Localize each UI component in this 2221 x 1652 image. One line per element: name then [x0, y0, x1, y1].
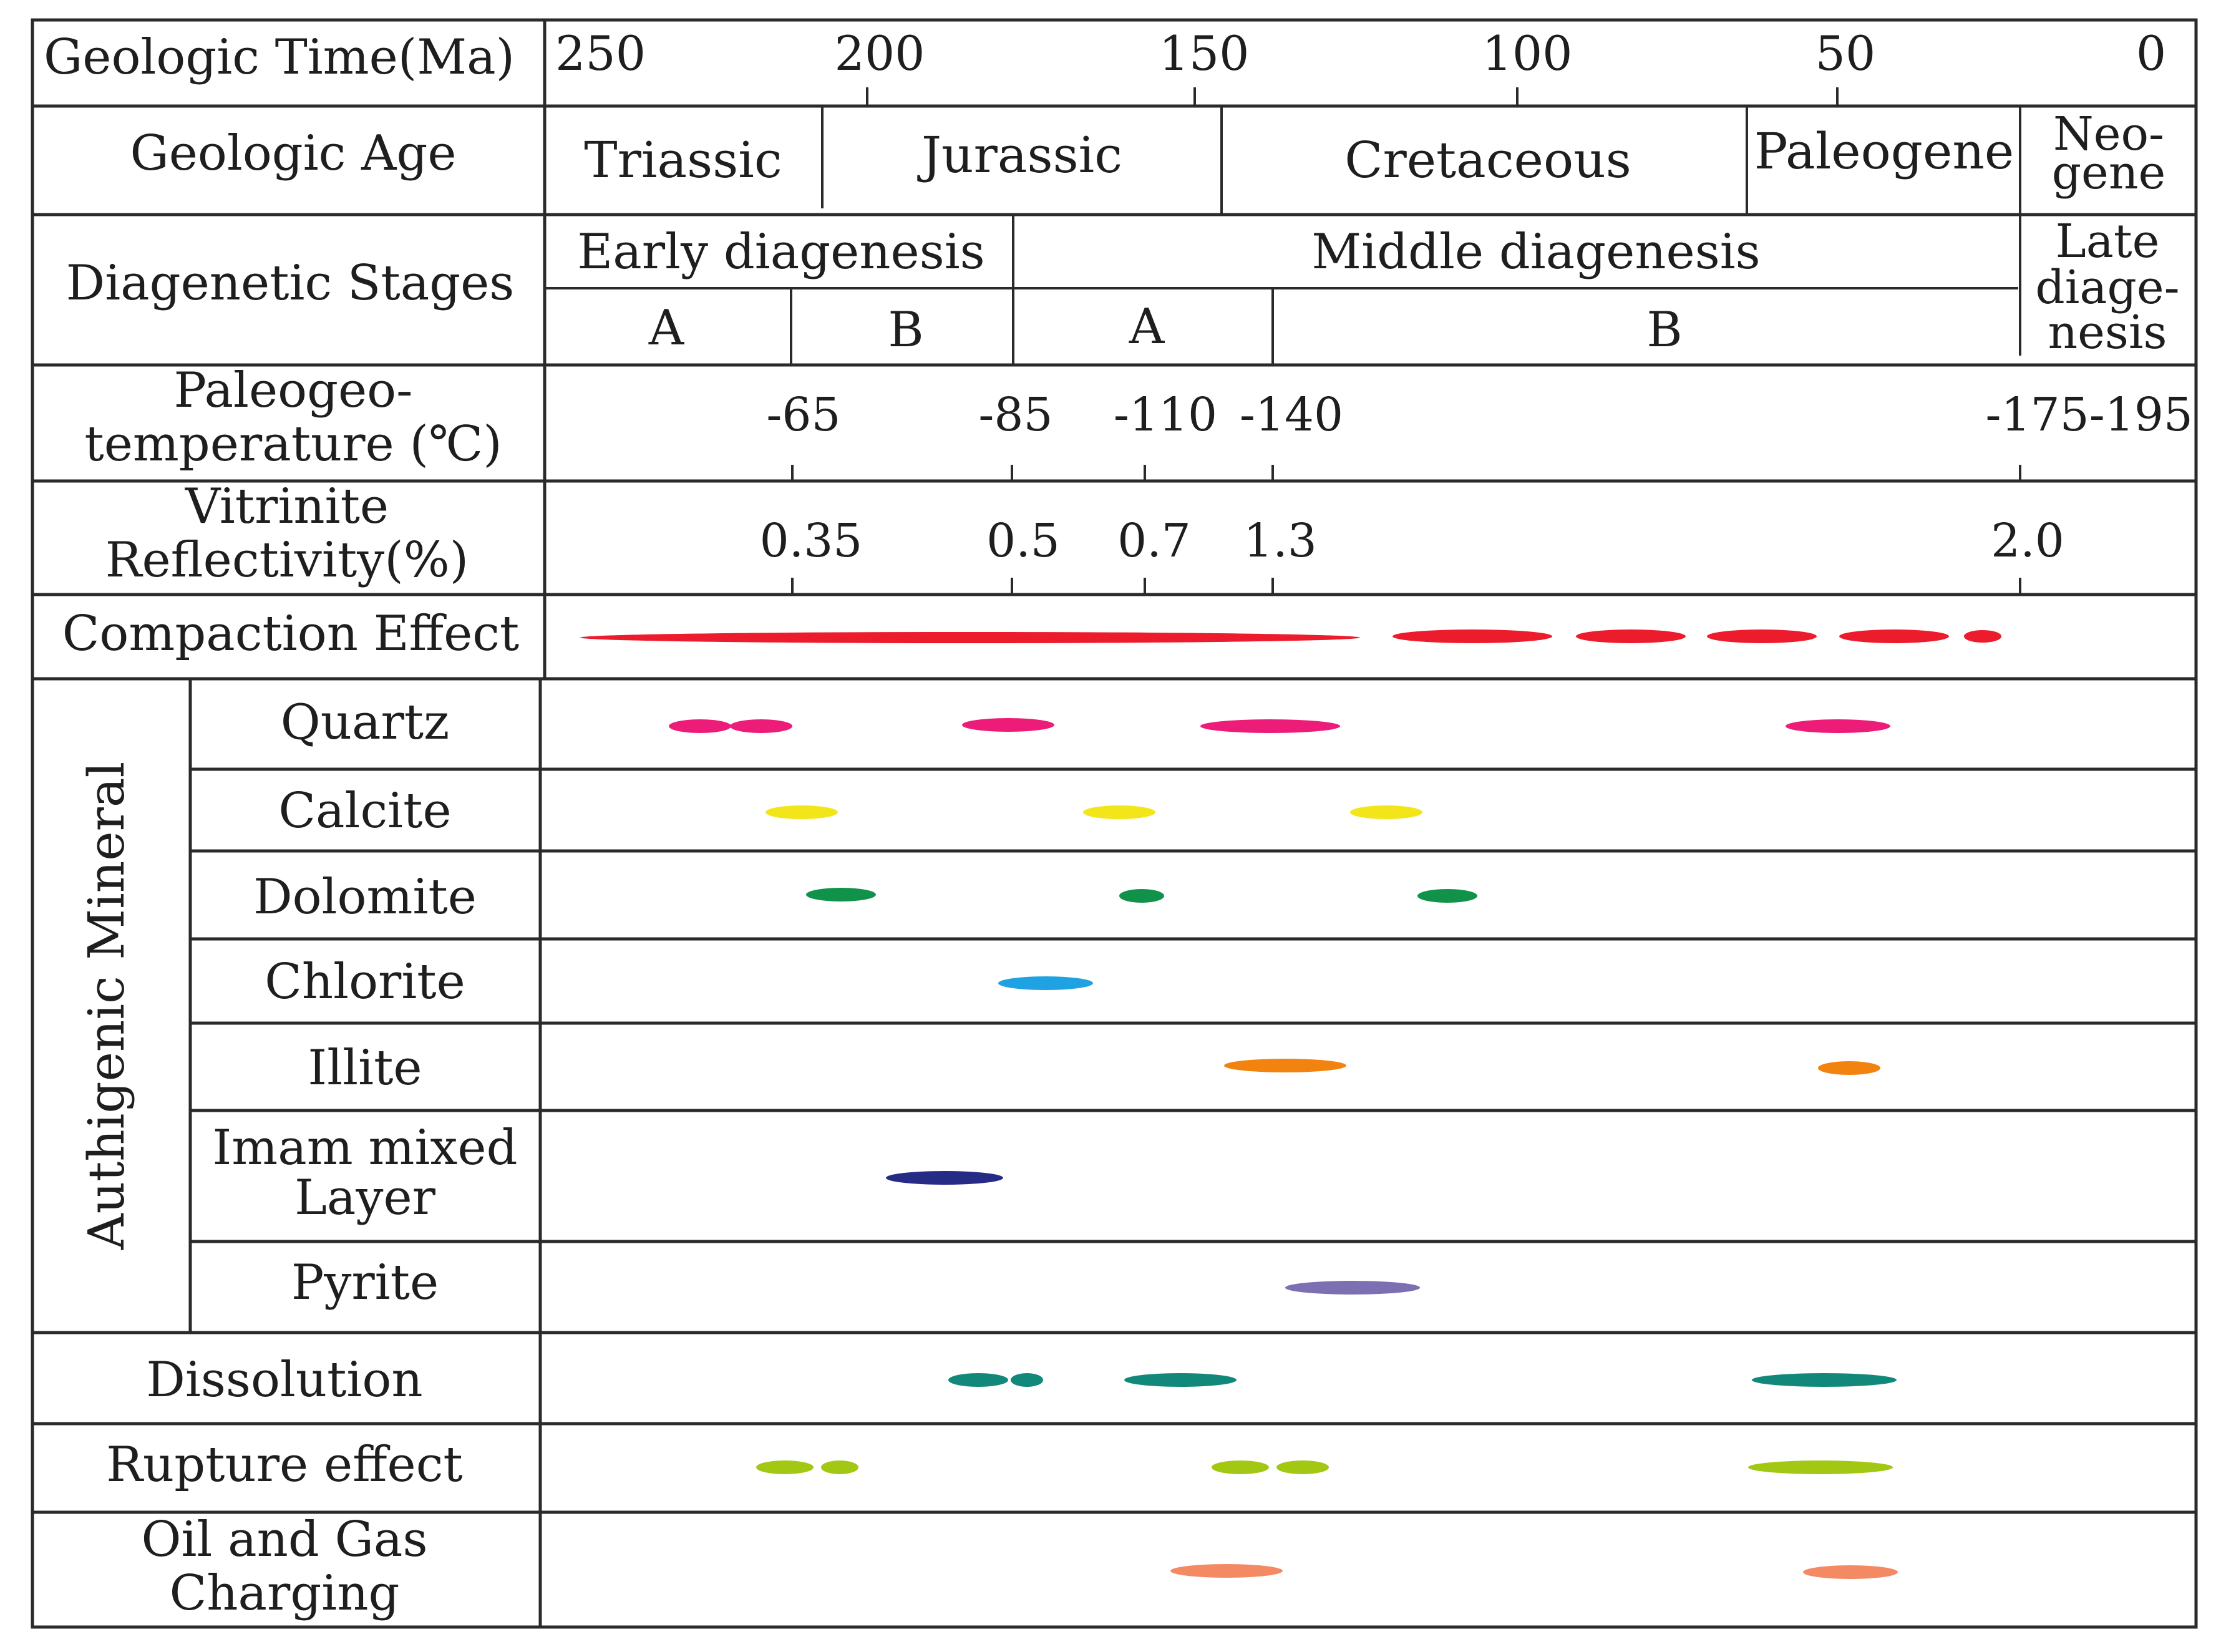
geologic-age-label: Geologic Age	[130, 125, 456, 182]
illite-mark-1	[1224, 1059, 1346, 1072]
dolomite-mark-3	[1417, 889, 1477, 903]
time-tick-200: 200	[834, 26, 925, 81]
rupture-mark-1	[756, 1460, 814, 1474]
age-jurassic: Jurassic	[917, 126, 1122, 184]
compaction-mark-3	[1576, 629, 1686, 643]
quartz-mark-1	[669, 719, 731, 733]
vitrinite-value-035: 0.35	[760, 514, 863, 568]
imam-mark-1	[886, 1171, 1003, 1185]
dissolution-label: Dissolution	[146, 1352, 422, 1408]
stage-early-b: B	[888, 302, 923, 358]
stage-late-line1: Late	[2056, 215, 2160, 268]
time-tick-50: 50	[1815, 26, 1876, 81]
paleotemp-value-175-195: -175-195	[1986, 388, 2194, 442]
dolomite-mark-2	[1119, 889, 1164, 903]
dissolution-mark-1	[948, 1373, 1008, 1387]
rupture-effect-label: Rupture effect	[106, 1437, 462, 1493]
stage-middle: Middle diagenesis	[1311, 224, 1760, 280]
pyrite-marks	[1285, 1281, 1420, 1295]
stage-early-a: A	[648, 300, 685, 356]
vitrinite-label-line1: Vitrinite	[185, 479, 389, 535]
geologic-time-label: Geologic Time(Ma)	[44, 29, 515, 85]
dolomite-marks	[806, 888, 1477, 903]
dolomite-mark-1	[806, 888, 876, 901]
calcite-marks	[765, 805, 1422, 819]
pyrite-mark-1	[1285, 1281, 1420, 1295]
vitrinite-value-07: 0.7	[1117, 514, 1191, 568]
dissolution-mark-2	[1011, 1373, 1043, 1387]
age-neogene-line1: Neo-	[2053, 107, 2164, 161]
paleotemp-value-65: -65	[766, 388, 840, 442]
quartz-mark-5	[1786, 719, 1890, 733]
illite-marks	[1224, 1059, 1880, 1075]
vitrinite-value-20: 2.0	[1991, 514, 2064, 568]
authigenic-mineral-label: Authigenic Mineral	[77, 762, 135, 1250]
dissolution-mark-3	[1124, 1373, 1237, 1387]
dissolution-marks	[948, 1373, 1897, 1387]
paleotemp-label-line2: temperature (℃)	[84, 416, 502, 472]
compaction-marks	[580, 629, 2001, 643]
dolomite-label: Dolomite	[253, 869, 477, 925]
chlorite-mark-1	[998, 976, 1093, 990]
quartz-mark-4	[1200, 719, 1340, 733]
compaction-mark-5	[1839, 629, 1949, 643]
vitrinite-value-05: 0.5	[986, 514, 1060, 568]
calcite-label: Calcite	[278, 783, 451, 839]
quartz-marks	[669, 718, 1890, 733]
table-grid	[31, 18, 2198, 1629]
age-cretaceous: Cretaceous	[1344, 131, 1631, 189]
chlorite-label: Chlorite	[265, 954, 465, 1010]
compaction-effect-label: Compaction Effect	[62, 606, 520, 662]
vitrinite-value-13: 1.3	[1243, 514, 1317, 568]
rupture-mark-2	[821, 1460, 858, 1474]
oil-gas-charging-label-line1: Oil and Gas	[142, 1512, 428, 1568]
rupture-mark-3	[1212, 1460, 1269, 1474]
imam-mixed-layer-label-line1: Imam mixed	[212, 1120, 517, 1176]
stage-late-line3: nesis	[2048, 306, 2167, 359]
time-tick-0: 0	[2136, 26, 2166, 81]
pyrite-label: Pyrite	[291, 1255, 439, 1311]
time-tick-100: 100	[1482, 26, 1572, 81]
rupture-mark-5	[1748, 1460, 1893, 1474]
compaction-mark-4	[1707, 629, 1817, 643]
stage-middle-b: B	[1646, 302, 1682, 358]
quartz-mark-2	[730, 719, 792, 733]
paleotemp-value-110: -110	[1114, 388, 1217, 442]
vitrinite-label-line2: Reflectivity(%)	[105, 532, 469, 588]
oil-gas-mark-2	[1803, 1565, 1898, 1579]
diagenetic-stages-label: Diagenetic Stages	[66, 255, 515, 311]
paleotemp-value-140: -140	[1240, 388, 1343, 442]
quartz-mark-3	[962, 718, 1054, 732]
time-tick-150: 150	[1159, 26, 1249, 81]
compaction-mark-1	[580, 632, 1360, 643]
imam-mixed-layer-label-line2: Layer	[294, 1170, 436, 1226]
rupture-mark-4	[1276, 1460, 1329, 1474]
oil-gas-charging-marks	[1170, 1564, 1898, 1579]
quartz-label: Quartz	[281, 694, 449, 751]
calcite-mark-2	[1083, 805, 1155, 819]
paleotemp-label-line1: Paleogeo-	[174, 362, 413, 419]
illite-mark-2	[1818, 1061, 1880, 1075]
age-paleogene: Paleogene	[1754, 122, 2014, 180]
age-triassic: Triassic	[584, 131, 782, 189]
stage-early: Early diagenesis	[577, 224, 984, 280]
stage-middle-a: A	[1129, 299, 1165, 355]
illite-label: Illite	[308, 1040, 422, 1096]
compaction-mark-2	[1392, 629, 1552, 643]
chlorite-marks	[998, 976, 1093, 990]
age-neogene-line2: gene	[2052, 146, 2166, 200]
dissolution-mark-4	[1752, 1373, 1897, 1387]
calcite-mark-3	[1350, 805, 1422, 819]
imam-mixed-layer-marks	[886, 1171, 1003, 1185]
oil-gas-mark-1	[1170, 1564, 1283, 1578]
compaction-mark-6	[1964, 630, 2001, 643]
oil-gas-charging-label-line2: Charging	[170, 1565, 400, 1621]
time-tick-250: 250	[555, 26, 646, 81]
rupture-effect-marks	[756, 1460, 1893, 1474]
paleotemp-value-85: -85	[978, 388, 1052, 442]
stage-late-line2: diage-	[2035, 261, 2179, 314]
calcite-mark-1	[765, 805, 838, 819]
